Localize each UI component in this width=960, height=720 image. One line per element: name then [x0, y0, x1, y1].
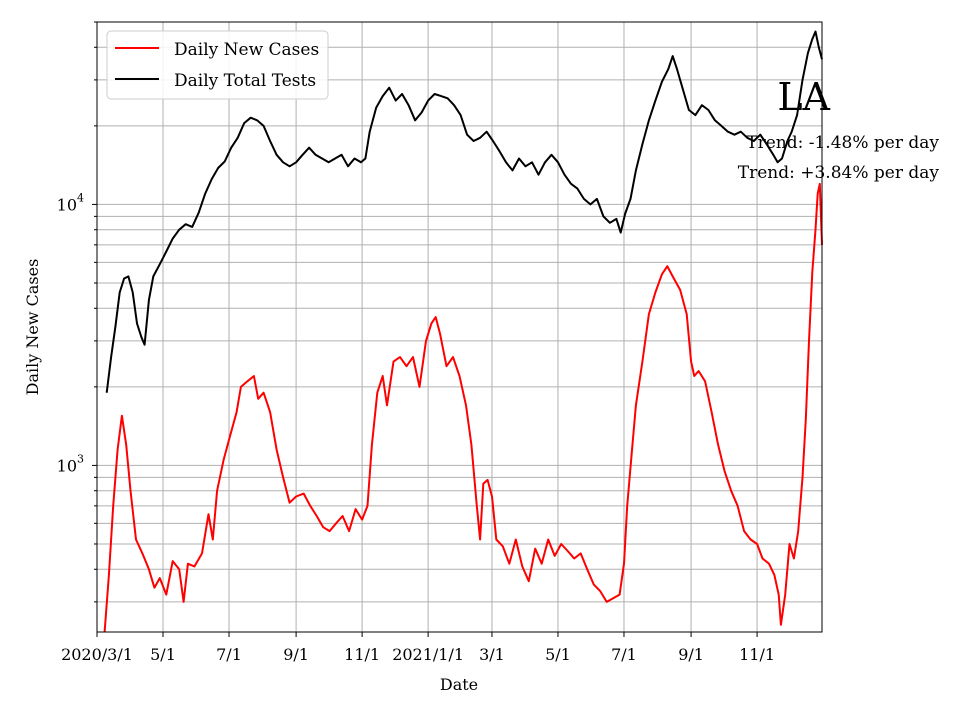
region-title: LA — [777, 75, 830, 119]
legend: Daily New Cases Daily Total Tests — [106, 30, 329, 100]
x-tick-label: 11/1 — [344, 645, 380, 664]
daily-new-cases-line — [103, 182, 823, 633]
grid-layer — [96, 21, 822, 632]
x-tick-label: 7/1 — [611, 645, 637, 664]
x-tick-label: 2020/3/1 — [61, 645, 133, 664]
x-tick-label: 2021/1/1 — [392, 645, 464, 664]
y-tick-exponent: 3 — [77, 452, 84, 465]
x-axis-label: Date — [440, 675, 478, 694]
daily-total-tests-line — [105, 30, 823, 393]
series-layer — [103, 30, 823, 633]
x-tick-label: 3/1 — [479, 645, 505, 664]
x-tick-label: 5/1 — [150, 645, 176, 664]
trend-tests-annotation: Trend: -1.48% per day — [746, 133, 939, 153]
legend-label-cases: Daily New Cases — [174, 40, 319, 60]
y-axis-label: Daily New Cases — [23, 259, 42, 396]
legend-label-tests: Daily Total Tests — [174, 71, 316, 91]
x-tick-label: 9/1 — [283, 645, 309, 664]
trend-cases-annotation: Trend: +3.84% per day — [738, 163, 940, 183]
legend-box — [106, 30, 329, 100]
y-tick-exponent: 4 — [77, 191, 84, 204]
x-tick-label: 11/1 — [739, 645, 775, 664]
plot-frame — [96, 21, 823, 633]
x-tick-label: 5/1 — [545, 645, 571, 664]
x-tick-label: 9/1 — [678, 645, 704, 664]
x-tick-label: 7/1 — [216, 645, 242, 664]
